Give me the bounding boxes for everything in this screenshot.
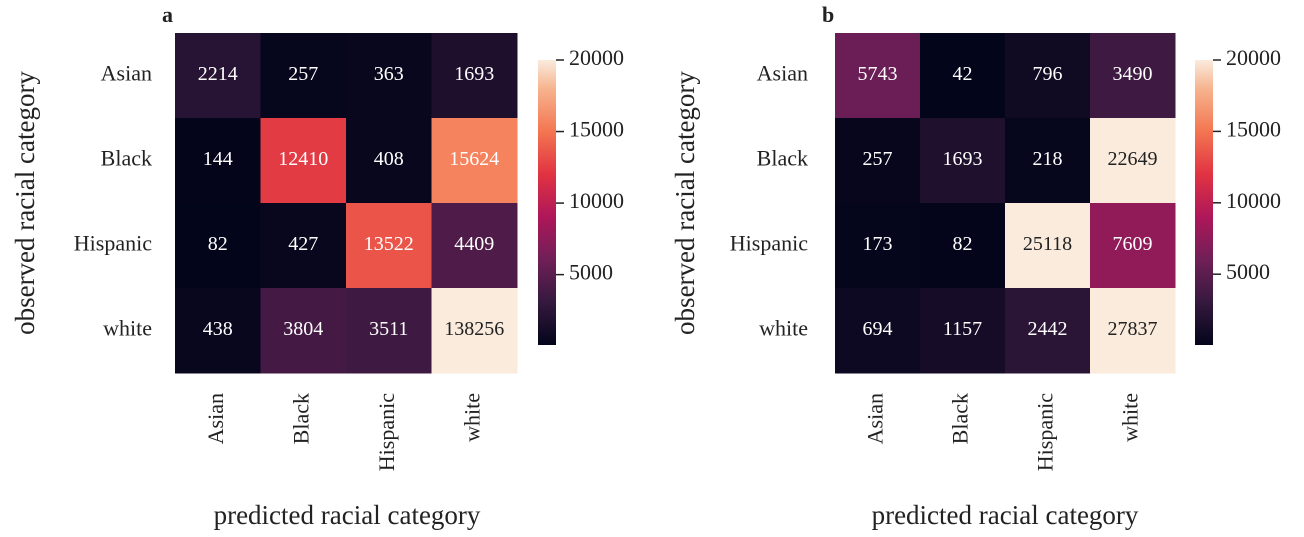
cell	[1005, 33, 1091, 119]
colorbar-tick-label: 20000	[569, 45, 624, 70]
cell-label: 15624	[449, 148, 499, 170]
cell	[175, 288, 261, 374]
cell-label: 5743	[858, 63, 898, 85]
cell-label: 438	[203, 318, 233, 340]
cell	[1005, 203, 1091, 289]
panel-title: a	[162, 2, 173, 27]
cell	[346, 203, 432, 289]
x-tick-label: Black	[948, 393, 973, 444]
cell-label: 218	[1033, 148, 1063, 170]
y-axis-label: observed racial category	[10, 71, 40, 335]
x-tick-label: Asian	[203, 393, 228, 444]
cell-label: 257	[863, 148, 893, 170]
cell	[346, 118, 432, 204]
cell	[920, 288, 1006, 374]
y-tick-label: Hispanic	[74, 231, 152, 256]
cell-label: 144	[203, 148, 233, 170]
colorbar	[1195, 60, 1213, 345]
cell-label: 427	[288, 233, 318, 255]
colorbar-tick-label: 5000	[569, 260, 613, 285]
colorbar-tick-label: 20000	[1226, 45, 1281, 70]
cell	[431, 33, 518, 119]
cell	[431, 288, 518, 374]
cell-label: 408	[374, 148, 404, 170]
colorbar-tick-label: 5000	[1226, 259, 1270, 284]
colorbar	[538, 60, 556, 345]
cell	[920, 203, 1006, 289]
cell-label: 3490	[1113, 63, 1153, 85]
cell-label: 22649	[1108, 148, 1158, 170]
cell	[260, 33, 347, 119]
cell-label: 82	[953, 233, 973, 255]
cell-label: 7609	[1113, 233, 1153, 255]
colorbar-tick-label: 10000	[1226, 188, 1281, 213]
cell	[920, 118, 1006, 204]
cell	[346, 33, 432, 119]
cell-label: 694	[863, 318, 893, 340]
cell	[431, 118, 518, 204]
cell	[1090, 203, 1176, 289]
cell-label: 138256	[444, 318, 504, 340]
cell	[835, 33, 921, 119]
cell	[431, 203, 518, 289]
colorbar-tick-label: 10000	[569, 188, 624, 213]
cell	[835, 203, 921, 289]
x-tick-label: Hispanic	[1033, 393, 1058, 471]
cell-label: 3804	[283, 318, 323, 340]
cell	[346, 288, 432, 374]
cell-label: 1157	[943, 318, 982, 340]
cell	[1005, 288, 1091, 374]
cell-label: 173	[863, 233, 893, 255]
y-tick-label: white	[759, 316, 808, 341]
cell	[1005, 118, 1091, 204]
cell	[260, 118, 347, 204]
cell	[1090, 33, 1176, 119]
cell	[260, 203, 347, 289]
x-tick-label: white	[459, 393, 484, 442]
y-axis-label: observed racial category	[670, 71, 700, 335]
cell	[175, 203, 261, 289]
cell-label: 4409	[454, 233, 494, 255]
cell-label: 25118	[1023, 233, 1072, 255]
cell-label: 363	[374, 63, 404, 85]
cell-label: 2442	[1028, 318, 1068, 340]
cell	[835, 118, 921, 204]
y-tick-label: Hispanic	[730, 231, 808, 256]
cell	[175, 33, 261, 119]
y-tick-label: Asian	[757, 61, 808, 86]
cell-label: 27837	[1108, 318, 1158, 340]
cell-label: 3511	[369, 318, 408, 340]
cell-label: 12410	[278, 148, 328, 170]
colorbar-tick-label: 15000	[569, 117, 624, 142]
cell	[260, 288, 347, 374]
x-tick-label: Black	[288, 393, 313, 444]
y-tick-label: Black	[757, 146, 808, 171]
x-tick-label: Asian	[863, 393, 888, 444]
x-tick-label: Hispanic	[374, 393, 399, 471]
panel-title: b	[822, 2, 834, 27]
cell	[835, 288, 921, 374]
cell-label: 1693	[454, 63, 494, 85]
colorbar-tick-label: 15000	[1226, 116, 1281, 141]
cell	[175, 118, 261, 204]
x-axis-label: predicted racial category	[214, 500, 481, 530]
y-tick-label: Asian	[101, 61, 152, 86]
cell-label: 257	[288, 63, 318, 85]
cell-label: 42	[953, 63, 973, 85]
cell-label: 1693	[943, 148, 983, 170]
y-tick-label: Black	[101, 146, 152, 171]
cell-label: 82	[208, 233, 228, 255]
x-tick-label: white	[1118, 393, 1143, 442]
cell-label: 796	[1033, 63, 1063, 85]
y-tick-label: white	[103, 316, 152, 341]
cell	[920, 33, 1006, 119]
cell-label: 13522	[364, 233, 414, 255]
cell	[1090, 288, 1176, 374]
cell	[1090, 118, 1176, 204]
cell-label: 2214	[198, 63, 238, 85]
x-axis-label: predicted racial category	[872, 500, 1139, 530]
